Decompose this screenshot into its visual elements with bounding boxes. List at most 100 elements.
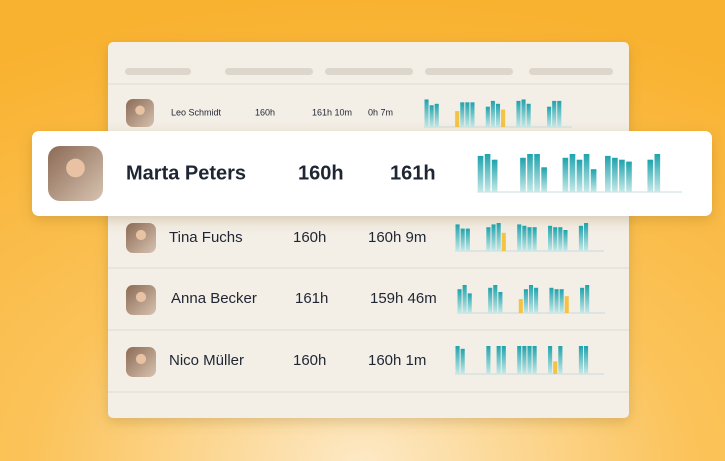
difference-hours: 0h 7m [368, 107, 393, 117]
day-bar [578, 346, 583, 374]
actual-hours: 160h 9m [368, 229, 426, 246]
day-bar [457, 289, 462, 313]
day-bar [578, 225, 583, 251]
day-bar [576, 159, 583, 192]
day-bar [534, 154, 540, 192]
day-bar [496, 346, 501, 374]
planned-hours: 161h [295, 290, 328, 307]
day-bar [558, 227, 563, 251]
day-bar [493, 285, 498, 313]
employee-name: Marta Peters [126, 162, 246, 184]
day-bar [553, 361, 558, 374]
day-bar [495, 103, 501, 127]
day-bar [528, 285, 534, 313]
day-bar [520, 157, 526, 192]
day-bar [516, 100, 521, 127]
table-row: Nico Müller 160h 160h 1m [126, 346, 604, 377]
day-bar [455, 224, 460, 251]
day-bar [569, 154, 576, 192]
day-bar [465, 102, 470, 127]
day-bar [559, 289, 564, 313]
day-bar [501, 109, 506, 127]
table-row: Marta Peters 160h 161h [32, 131, 712, 216]
actual-hours: 161h 10m [312, 107, 352, 117]
day-bar [477, 155, 484, 192]
rows: Leo Schmidt 160h 161h 10m 0h 7m Marta Peters… [32, 99, 712, 377]
day-bar [549, 287, 554, 313]
day-bar [485, 106, 490, 127]
day-bar [465, 228, 470, 251]
day-bar [522, 346, 527, 374]
day-bar [521, 99, 526, 127]
day-bar [429, 105, 434, 127]
actual-hours: 161h [390, 162, 436, 184]
day-bar [590, 169, 597, 192]
day-bar [654, 154, 661, 192]
day-bar [522, 225, 527, 251]
day-bar [584, 346, 589, 374]
day-bar [580, 287, 585, 313]
day-bar [532, 227, 537, 251]
day-bar [647, 159, 654, 192]
header-placeholders [125, 68, 613, 75]
day-bar [460, 228, 465, 251]
day-bar [558, 346, 563, 374]
day-bar [541, 167, 547, 192]
day-bar [470, 102, 475, 127]
day-bar [491, 224, 496, 251]
avatar-face [135, 291, 147, 303]
day-bar [534, 287, 539, 313]
day-bar [527, 227, 532, 251]
day-bar [517, 346, 522, 374]
day-bar [527, 154, 533, 192]
day-bar [424, 99, 429, 127]
day-bar [548, 346, 553, 374]
day-bar [605, 155, 611, 192]
day-bar [434, 103, 439, 127]
day-bar [501, 232, 506, 251]
day-bar [548, 225, 553, 251]
day-bar [562, 157, 569, 192]
employee-name: Leo Schmidt [171, 107, 222, 117]
day-bar [484, 154, 491, 192]
day-bar [564, 296, 569, 313]
day-bar [455, 111, 460, 127]
employee-name: Anna Becker [171, 290, 257, 307]
avatar-face [135, 353, 147, 365]
row-dividers [108, 83, 629, 393]
day-bar [517, 224, 522, 251]
day-bar [554, 289, 559, 313]
planned-hours: 160h [298, 162, 344, 184]
day-bar [583, 154, 590, 192]
day-bar [584, 223, 589, 251]
day-bar [626, 161, 632, 192]
day-bar [557, 100, 562, 127]
day-bar [501, 346, 506, 374]
table-row: Tina Fuchs 160h 160h 9m [126, 223, 604, 253]
day-bar [547, 106, 552, 127]
day-bar [527, 346, 532, 374]
day-bar [498, 292, 503, 313]
day-bar [612, 157, 618, 192]
actual-hours: 160h 1m [368, 352, 426, 369]
day-bar [491, 159, 498, 192]
day-bar [460, 102, 465, 127]
day-bar [488, 287, 493, 313]
day-bar [496, 223, 501, 251]
table-row: Anna Becker 161h 159h 46m [126, 285, 605, 315]
table-row: Leo Schmidt 160h 161h 10m 0h 7m [126, 99, 572, 128]
day-bar [526, 103, 531, 127]
day-bar [585, 285, 590, 313]
avatar-face [135, 229, 147, 241]
day-bar [460, 348, 465, 374]
day-bar [563, 230, 568, 251]
day-bar [619, 159, 625, 192]
avatar-face [135, 105, 145, 115]
day-bar [518, 299, 523, 313]
day-bar [462, 285, 467, 313]
day-bar [467, 293, 472, 313]
day-bar [486, 346, 491, 374]
day-bar [523, 289, 528, 313]
